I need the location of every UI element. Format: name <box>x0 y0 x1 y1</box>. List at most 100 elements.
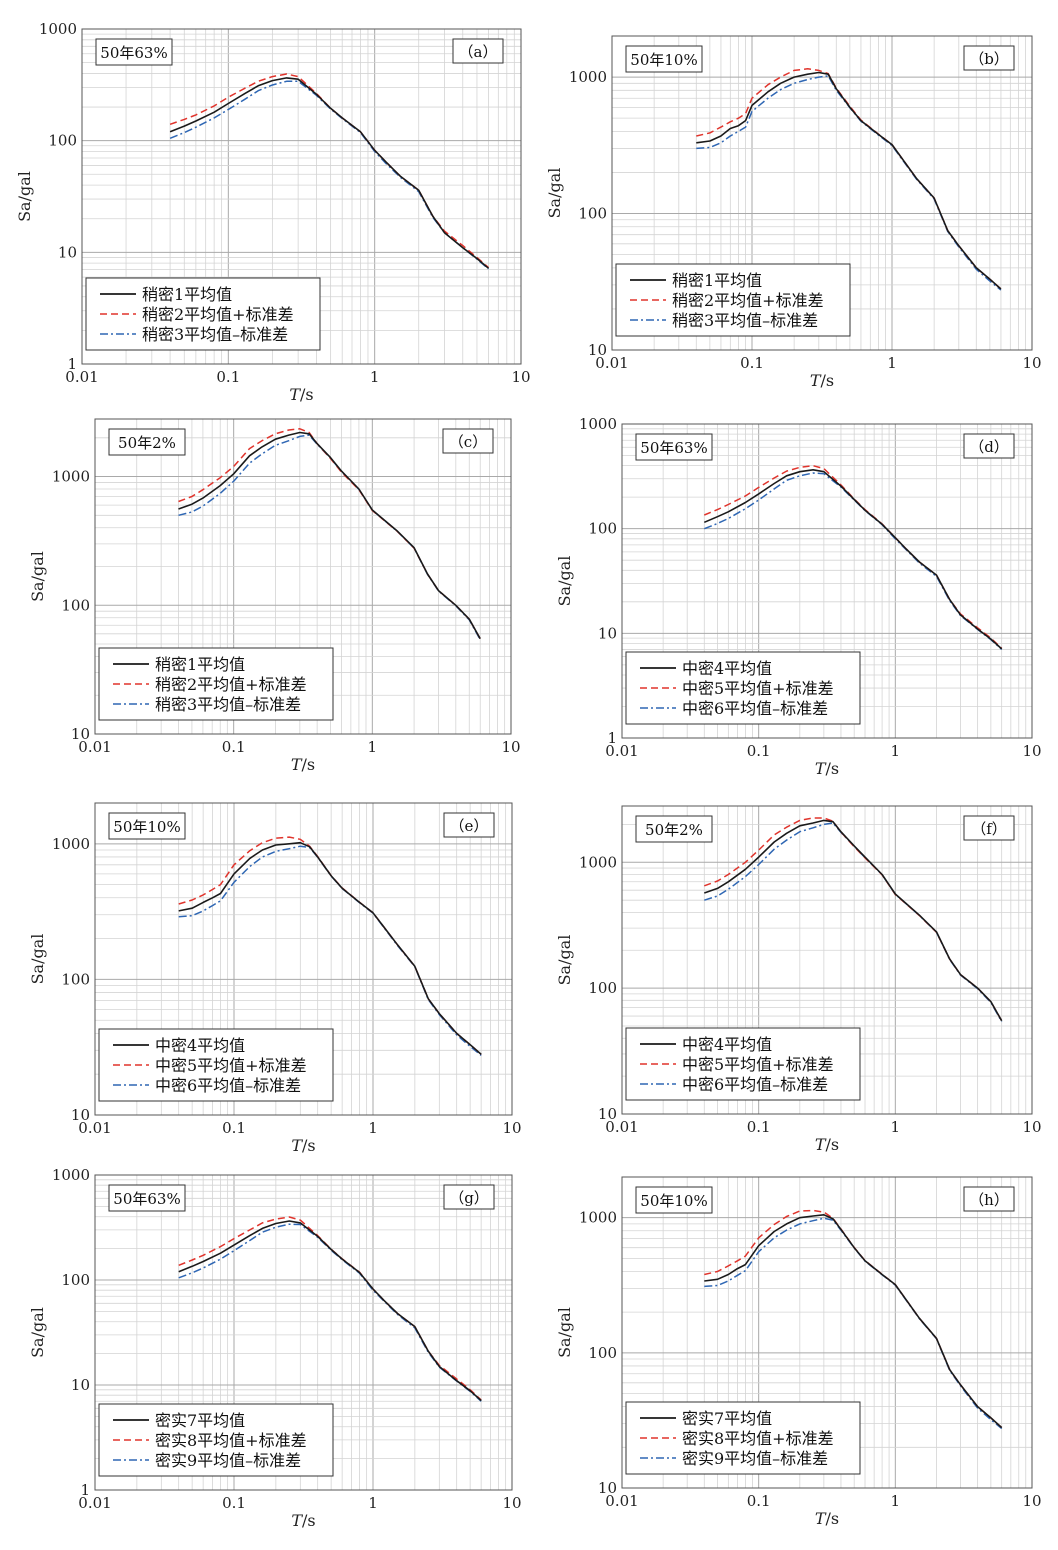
legend-entry: 密实7平均值 <box>155 1411 245 1430</box>
series-line-1 <box>178 841 482 1056</box>
y-tick-label: 1 <box>80 1481 90 1499</box>
y-tick-label: 10 <box>588 341 607 359</box>
panel-label-box <box>452 38 504 64</box>
series-line-3 <box>178 434 481 641</box>
condition-box <box>108 428 186 456</box>
condition-label: 50年63% <box>100 44 167 62</box>
condition-label: 50年10% <box>640 1192 707 1210</box>
plot-frame <box>611 35 1033 351</box>
x-tick-label: 10 <box>1022 1492 1041 1510</box>
panel-label: （d） <box>969 438 1009 456</box>
series-line-3 <box>696 75 1002 291</box>
x-tick-label: 0.1 <box>747 1492 771 1510</box>
series-line-2 <box>178 1216 482 1401</box>
x-tick-label: 0.1 <box>740 354 764 372</box>
legend-entry: 中密4平均值 <box>155 1036 245 1055</box>
legend-entry: 稍密2平均值+标准差 <box>672 291 824 310</box>
x-tick-label: 10 <box>502 1119 521 1137</box>
y-axis-label: Sa/gal <box>555 556 574 607</box>
series-line-2 <box>704 464 1003 649</box>
y-tick-label: 1000 <box>39 20 77 38</box>
series-line-1 <box>178 1220 482 1402</box>
panel-label-box <box>442 428 494 454</box>
plot-frame <box>621 423 1033 739</box>
y-tick-label: 100 <box>578 205 607 223</box>
y-tick-label: 1000 <box>579 1209 617 1227</box>
series-line-3 <box>704 1217 1003 1430</box>
chart-panel-g: 0.01 0.1 1 10 1 10 100 1000 T/s Sa/gal 50年63% （g） 密实… <box>28 1166 522 1530</box>
series-line-1 <box>704 819 1003 1022</box>
condition-label: 50年2% <box>118 434 176 452</box>
legend-entry: 中密5平均值+标准差 <box>155 1056 307 1075</box>
panel-label-box <box>963 433 1015 459</box>
y-tick-label: 10 <box>71 1376 90 1394</box>
panel-label: （h） <box>969 1191 1009 1209</box>
chart-panel-f: 0.01 0.1 1 10 10 100 1000 T/s Sa/gal 50年2% （f） 中密4平… <box>555 805 1042 1154</box>
series-line-1 <box>696 71 1002 290</box>
x-axis-label: T/s <box>291 1136 315 1155</box>
plot-frame <box>621 805 1033 1115</box>
x-axis-label: T/s <box>815 1135 839 1154</box>
y-tick-label: 100 <box>588 979 617 997</box>
y-tick-label: 10 <box>71 1106 90 1124</box>
legend-entry: 稍密3平均值–标准差 <box>142 325 288 344</box>
x-tick-label: 0.1 <box>222 738 246 756</box>
y-tick-label: 10 <box>598 1105 617 1123</box>
condition-box <box>635 815 713 843</box>
panel-label-box <box>443 1184 495 1210</box>
chart-panel-a: 0.01 0.1 1 10 1 10 100 1000 T/s Sa/gal 50年63% （a） 稍密… <box>15 20 531 404</box>
x-tick-label: 10 <box>1022 354 1041 372</box>
chart-panel-d: 0.01 0.1 1 10 1 10 100 1000 T/s Sa/gal 50年63% （d） 中密… <box>555 415 1042 778</box>
x-axis-label: T/s <box>291 1511 315 1530</box>
legend-entry: 稍密3平均值–标准差 <box>155 695 301 714</box>
panel-label: （f） <box>971 820 1007 838</box>
series-line-1 <box>704 1214 1003 1429</box>
x-axis-label: T/s <box>289 385 313 404</box>
y-tick-label: 100 <box>61 970 90 988</box>
series-line-2 <box>169 73 489 269</box>
x-tick-label: 0.1 <box>216 368 240 386</box>
legend-entry: 稍密2平均值+标准差 <box>155 675 307 694</box>
condition-label: 50年63% <box>640 439 707 457</box>
y-tick-label: 1000 <box>579 853 617 871</box>
y-tick-label: 100 <box>588 520 617 538</box>
panel-label: （b） <box>969 50 1009 68</box>
y-axis-label: Sa/gal <box>555 935 574 986</box>
y-axis-label: Sa/gal <box>28 1307 47 1358</box>
chart-panel-c: 0.01 0.1 1 10 10 100 1000 T/s Sa/gal 50年2% （c） 稍密1平… <box>28 418 521 774</box>
gridlines <box>81 29 521 365</box>
x-tick-label: 0.1 <box>222 1494 246 1512</box>
y-tick-label: 1 <box>607 729 617 747</box>
chart-panel-b: 0.01 0.1 1 10 10 100 1000 T/s Sa/gal 50年10% （b） 稍密1… <box>545 35 1042 390</box>
plot-frame <box>94 1174 513 1491</box>
x-tick-label: 1 <box>891 1492 901 1510</box>
y-axis-label: Sa/gal <box>28 551 47 602</box>
x-tick-label: 10 <box>502 1494 521 1512</box>
panel-label-box <box>963 1186 1015 1212</box>
legend-entry: 稍密1平均值 <box>155 655 245 674</box>
plot-frame <box>94 418 512 735</box>
legend-entry: 中密4平均值 <box>682 659 772 678</box>
y-axis-label: Sa/gal <box>545 168 564 219</box>
x-tick-label: 1 <box>887 354 897 372</box>
x-axis-label: T/s <box>815 1509 839 1528</box>
condition-label: 50年10% <box>113 818 180 836</box>
panel-label-box <box>963 45 1015 71</box>
x-tick-label: 1 <box>368 1119 378 1137</box>
chart-panel-h: 0.01 0.1 1 10 10 100 1000 T/s Sa/gal 50年10% （h） 密实7… <box>555 1176 1042 1528</box>
condition-label: 50年10% <box>630 51 697 69</box>
condition-box <box>108 812 186 840</box>
series-line-3 <box>178 845 482 1056</box>
x-tick-label: 10 <box>501 738 520 756</box>
y-tick-label: 10 <box>58 243 77 261</box>
condition-box <box>108 1184 186 1212</box>
condition-box <box>635 1186 713 1214</box>
y-tick-label: 1000 <box>569 68 607 86</box>
x-tick-label: 0.01 <box>65 368 98 386</box>
legend-entry: 稍密1平均值 <box>142 285 232 304</box>
panel-label: （a） <box>459 43 498 61</box>
